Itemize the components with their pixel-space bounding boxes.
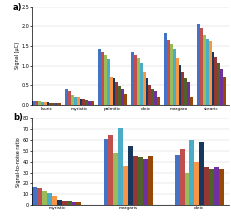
Bar [193,162,198,205]
Bar [139,62,142,105]
Bar [211,52,213,105]
Bar [71,202,76,205]
Bar [103,139,108,205]
Bar [128,146,132,205]
Bar [121,89,123,105]
Bar [108,135,113,205]
Bar [137,58,139,105]
Bar [147,156,152,205]
Bar [82,99,85,105]
Bar [189,97,192,105]
Bar [186,82,189,105]
Bar [106,59,109,105]
Bar [32,100,35,105]
Bar [219,69,222,105]
Bar [38,101,41,105]
Bar [76,202,81,205]
Legend: 25 °C, 28 °C, 30 °C, 32 °C, 35 °C, 38 °C, 40 °C, 42 °C, 45 °C, 48 °C: 25 °C, 28 °C, 30 °C, 32 °C, 35 °C, 38 °C… [32,119,94,129]
Bar [68,91,71,105]
Bar [98,49,101,105]
Bar [55,103,58,105]
Bar [213,57,216,105]
Text: b): b) [13,113,23,122]
Bar [46,102,49,105]
Bar [202,35,205,105]
Bar [213,167,218,205]
Bar [153,91,156,105]
Bar [118,86,121,105]
Bar [118,128,123,205]
Bar [37,188,42,205]
Y-axis label: Signal-to-noise ratio: Signal-to-noise ratio [16,137,21,187]
Bar [61,201,67,205]
Bar [137,157,142,205]
Bar [44,102,46,105]
Bar [134,55,137,105]
Bar [104,55,106,105]
Bar [52,196,57,205]
Bar [58,103,61,105]
Bar [109,77,112,105]
Bar [123,94,126,105]
Bar [132,156,137,205]
Bar [167,40,169,105]
Bar [164,33,167,105]
Bar [183,78,186,105]
Bar [178,65,181,105]
Bar [67,201,71,205]
Bar [198,142,203,205]
Bar [205,39,208,105]
Bar [174,155,179,205]
Bar [112,78,115,105]
Y-axis label: Signal [µC]: Signal [µC] [15,43,20,69]
Bar [208,41,211,105]
Bar [74,97,76,105]
Bar [148,85,151,105]
Bar [222,77,225,105]
Bar [131,52,134,105]
Bar [145,78,148,105]
Bar [85,100,88,105]
Bar [175,58,178,105]
Bar [142,159,147,205]
Bar [199,28,202,105]
Bar [113,153,118,205]
Bar [49,103,52,105]
Bar [184,173,188,205]
Bar [142,72,145,105]
Bar [41,102,44,105]
Bar [47,193,52,205]
Bar [197,24,199,105]
Bar [57,200,61,205]
Bar [203,167,208,205]
Bar [79,99,82,105]
Bar [35,101,38,105]
Bar [115,82,118,105]
Bar [188,140,193,205]
Bar [218,169,223,205]
Bar [76,97,79,105]
Bar [65,89,68,105]
Bar [32,187,37,205]
Bar [91,101,93,105]
Bar [101,52,104,105]
Bar [123,166,128,205]
Bar [42,191,47,205]
Bar [181,72,183,105]
Bar [179,149,184,205]
Bar [52,103,55,105]
Bar [216,62,219,105]
Bar [88,100,91,105]
Bar [208,169,213,205]
Bar [169,44,172,105]
Bar [156,97,159,105]
Text: a): a) [13,3,22,12]
Bar [151,89,153,105]
Bar [172,49,175,105]
Bar [71,95,74,105]
